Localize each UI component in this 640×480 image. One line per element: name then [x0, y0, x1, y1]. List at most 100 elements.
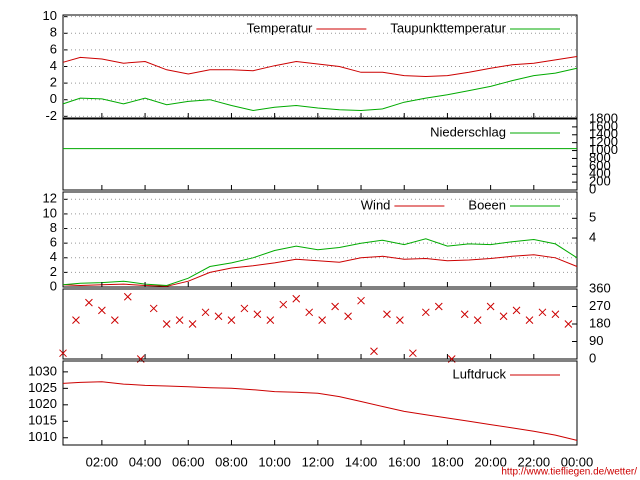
direction-marker — [85, 298, 93, 307]
y2-tick-label: 0 — [589, 181, 596, 196]
direction-marker — [512, 306, 521, 315]
direction-marker — [331, 302, 339, 311]
series-line — [62, 254, 578, 287]
direction-marker — [486, 302, 495, 311]
y-tick-label: 8 — [50, 220, 57, 235]
direction-marker — [344, 312, 352, 321]
x-tick-label: 12:00 — [302, 454, 335, 469]
y2-tick-label: 1000 — [589, 142, 618, 157]
y-tick-label: 2 — [50, 75, 57, 90]
direction-marker — [357, 296, 365, 305]
footer-link: http://www.tiefliegen.de/wetter/ — [501, 467, 637, 478]
direction-marker — [318, 316, 327, 324]
y-tick-label: 8 — [50, 25, 57, 40]
y2-tick-label: 200 — [589, 174, 611, 189]
direction-marker — [383, 310, 391, 319]
y-tick-label: 10 — [43, 205, 57, 220]
y-tick-label: 0 — [50, 278, 57, 293]
y-tick-label: 6 — [50, 41, 57, 56]
direction-marker — [201, 308, 210, 317]
direction-marker — [525, 316, 534, 324]
x-tick-label: 18:00 — [431, 454, 464, 469]
panel-frame — [62, 360, 578, 446]
y-tick-label: 1030 — [28, 363, 57, 378]
y-tick-label: 1020 — [28, 396, 57, 411]
direction-marker — [59, 349, 67, 358]
y-tick-label: 10 — [43, 8, 57, 23]
x-tick-label: 06:00 — [172, 454, 205, 469]
direction-marker — [214, 312, 223, 321]
direction-marker — [538, 308, 547, 317]
direction-marker — [370, 347, 378, 356]
direction-marker — [460, 310, 469, 319]
y2-tick-label: 1800 — [589, 110, 618, 125]
y2-tick-label: 0 — [589, 350, 596, 365]
panel-frame — [62, 191, 578, 288]
y-tick-label: 0 — [50, 91, 57, 106]
y-tick-label: 12 — [43, 191, 57, 206]
direction-marker — [240, 304, 249, 313]
direction-marker — [434, 302, 443, 311]
x-tick-label: 00:00 — [561, 454, 594, 469]
direction-marker — [149, 304, 158, 313]
y-tick-label: 1025 — [28, 380, 57, 395]
direction-marker — [162, 320, 171, 328]
y2-tick-label: 400 — [589, 166, 611, 181]
y2-tick-label: 5 — [589, 210, 596, 225]
legend-label: Taupunkttemperatur — [390, 20, 506, 35]
y2-tick-label: 600 — [589, 158, 611, 173]
legend-label: Boeen — [468, 197, 506, 212]
y2-tick-label: 180 — [589, 315, 611, 330]
direction-marker — [292, 294, 301, 303]
y-tick-label: 4 — [50, 249, 57, 264]
legend-label: Luftdruck — [453, 366, 507, 381]
direction-marker — [473, 316, 482, 324]
direction-marker — [564, 320, 573, 328]
direction-marker — [396, 316, 404, 324]
direction-marker — [421, 308, 430, 317]
legend-label: Niederschlag — [430, 124, 506, 139]
direction-marker — [227, 316, 236, 324]
direction-marker — [110, 316, 119, 324]
panel-frame — [62, 288, 578, 360]
x-tick-label: 14:00 — [345, 454, 378, 469]
y2-tick-label: 1200 — [589, 134, 618, 149]
y-tick-label: 4 — [50, 58, 57, 73]
y2-tick-label: 800 — [589, 150, 611, 165]
x-tick-label: 10:00 — [258, 454, 291, 469]
direction-marker — [188, 320, 197, 328]
y-tick-label: 2 — [50, 264, 57, 279]
x-tick-label: 02:00 — [86, 454, 119, 469]
y2-tick-label: 90 — [589, 333, 603, 348]
direction-marker — [72, 316, 80, 324]
y2-tick-label: 4 — [589, 229, 596, 244]
y-tick-label: 1010 — [28, 429, 57, 444]
y-tick-label: -2 — [45, 108, 57, 123]
legend-label: Temperatur — [247, 20, 313, 35]
y2-tick-label: 360 — [589, 280, 611, 295]
panel-frame — [62, 118, 578, 191]
x-tick-label: 08:00 — [215, 454, 248, 469]
direction-marker — [409, 349, 417, 358]
direction-marker — [253, 310, 262, 319]
series-line — [62, 238, 578, 287]
series-line — [62, 381, 578, 441]
direction-marker — [305, 308, 314, 317]
direction-marker — [175, 316, 184, 324]
direction-marker — [98, 306, 106, 315]
direction-marker — [266, 316, 275, 324]
series-line — [62, 56, 578, 78]
y2-tick-label: 1400 — [589, 126, 618, 141]
x-tick-label: 22:00 — [518, 454, 551, 469]
y-tick-label: 1015 — [28, 413, 57, 428]
x-tick-label: 20:00 — [474, 454, 507, 469]
legend-label: Wind — [361, 197, 391, 212]
y2-tick-label: 1600 — [589, 118, 618, 133]
direction-marker — [499, 312, 508, 321]
direction-marker — [123, 292, 132, 301]
y2-tick-label: 270 — [589, 298, 611, 313]
direction-marker — [279, 300, 288, 309]
x-tick-label: 16:00 — [388, 454, 421, 469]
direction-marker — [551, 310, 560, 319]
